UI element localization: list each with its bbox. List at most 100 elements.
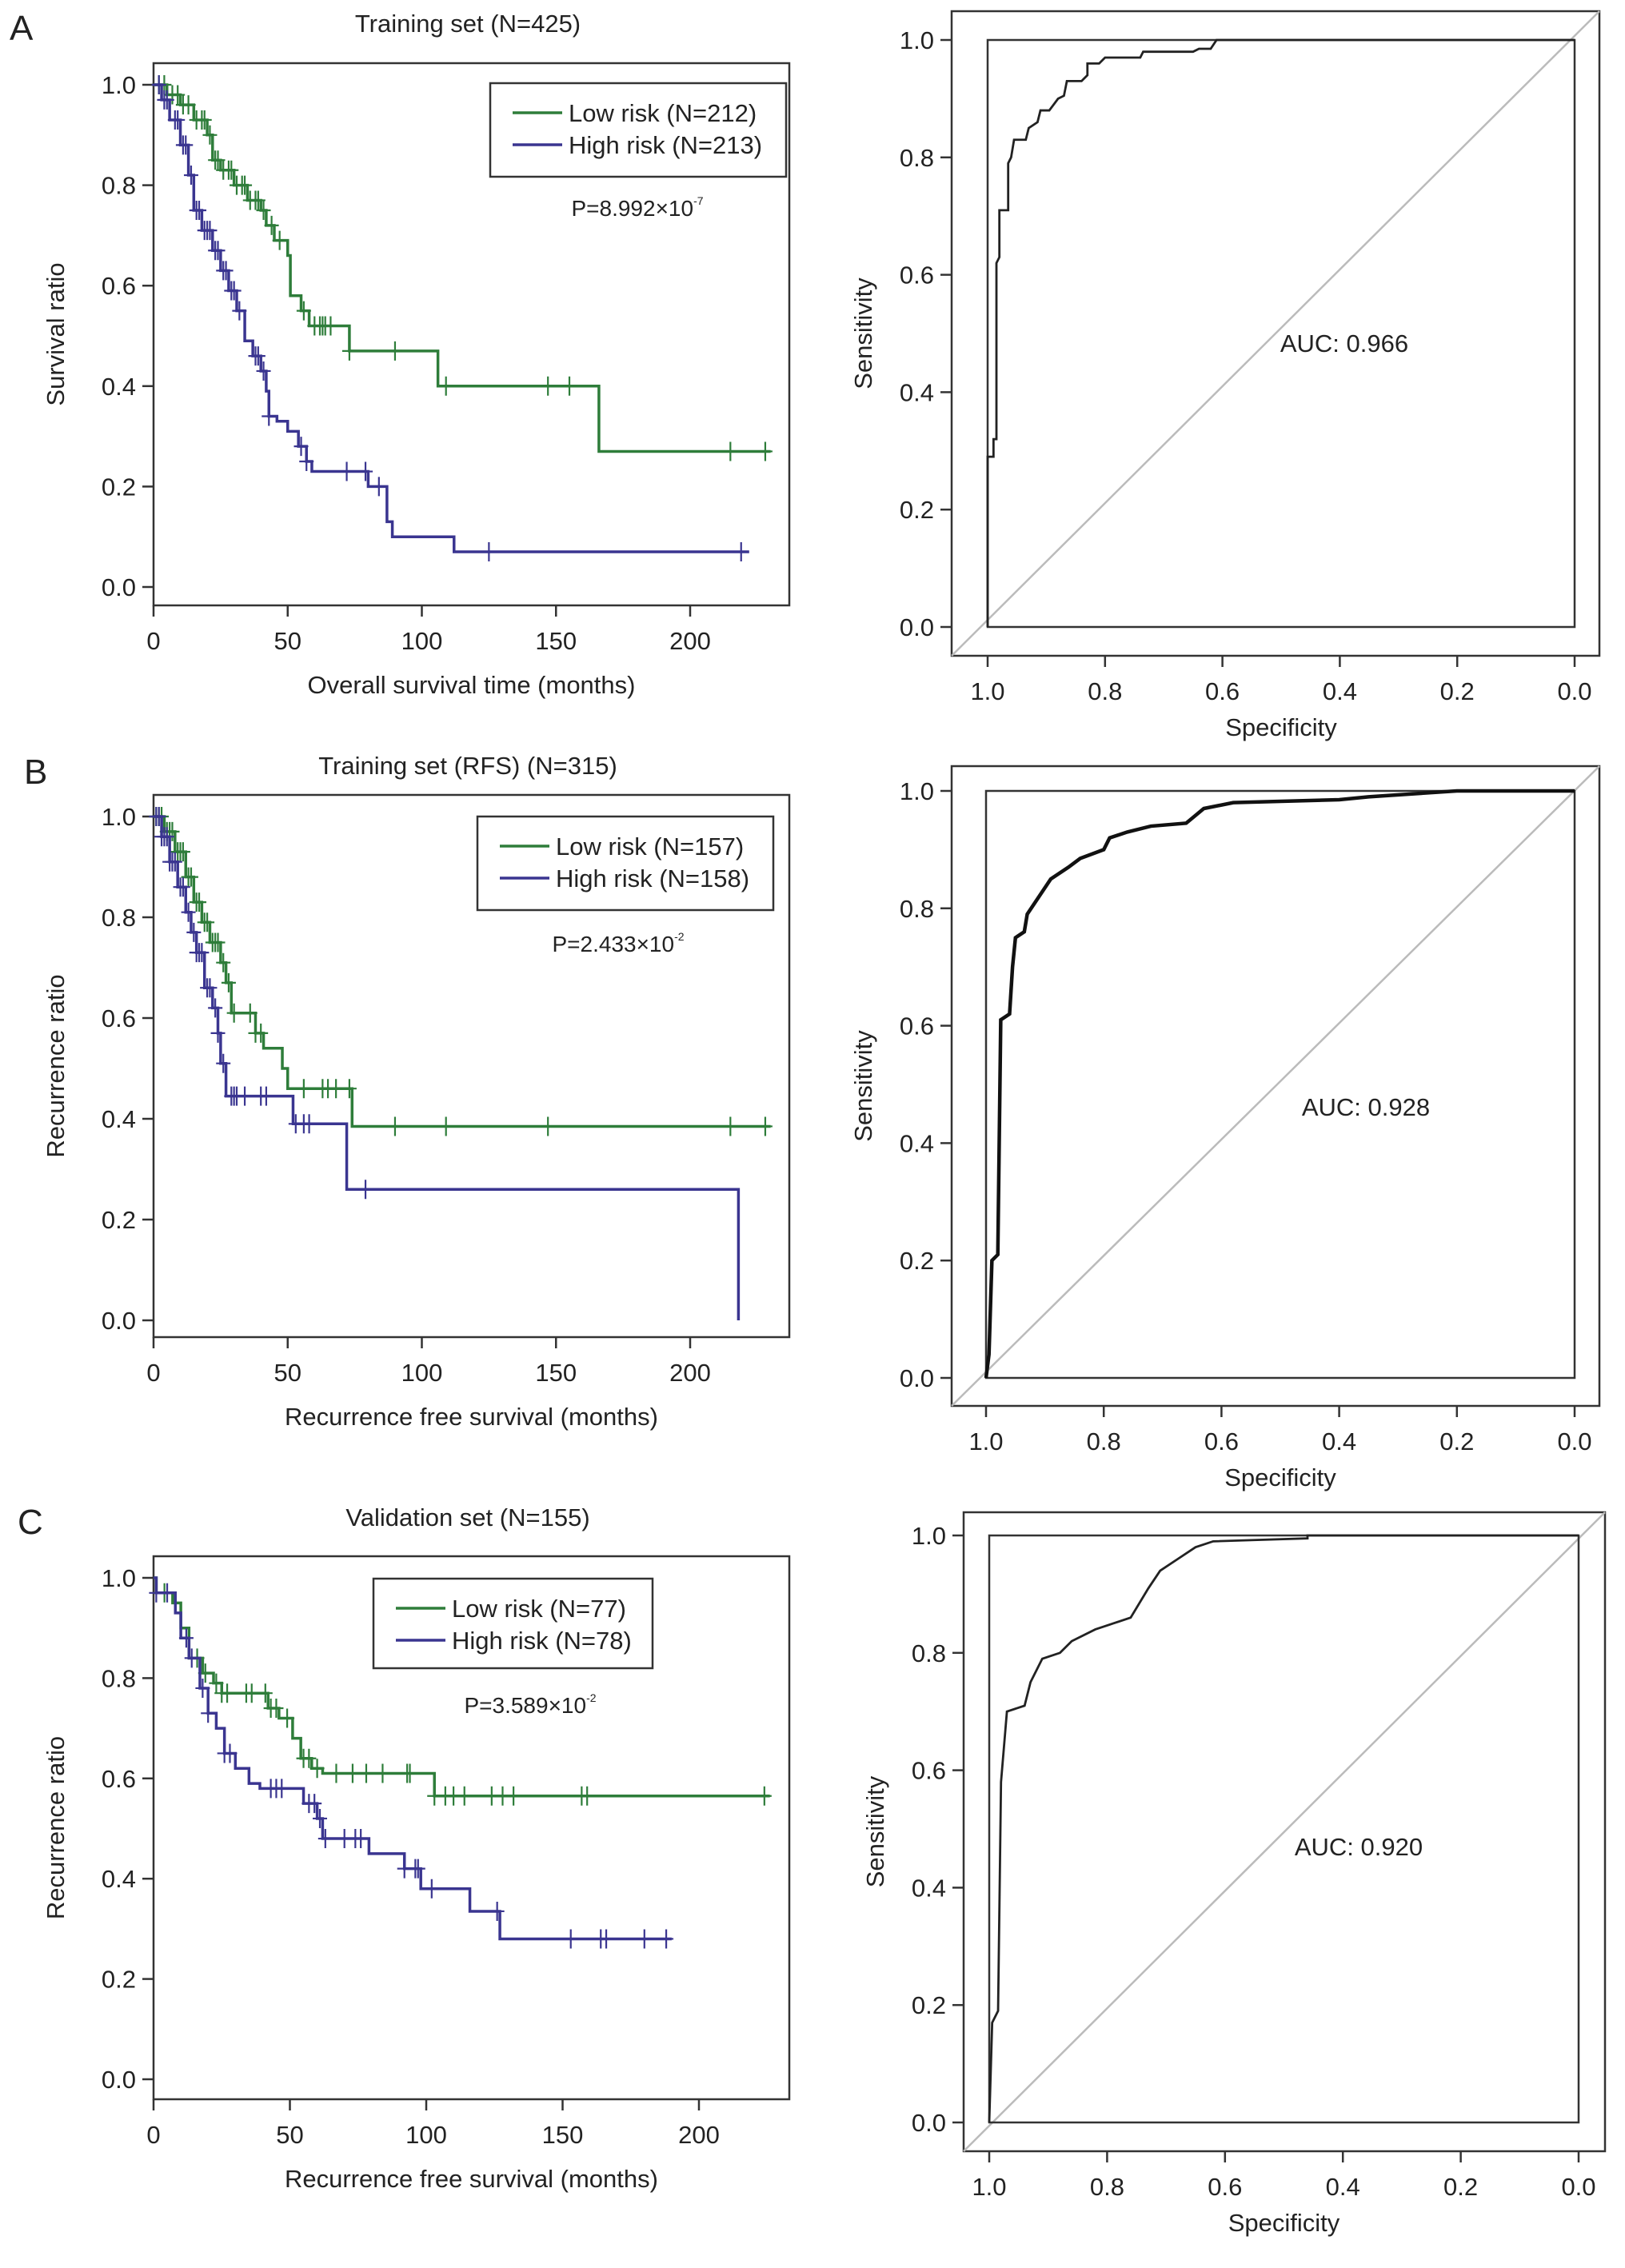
plot-frame bbox=[950, 765, 1601, 1408]
x-tick-label: 0.4 bbox=[1326, 2173, 1360, 2201]
censor-mark bbox=[220, 1683, 235, 1703]
y-tick-label: 0.0 bbox=[900, 613, 934, 641]
censor-mark bbox=[160, 1583, 175, 1603]
censor-mark bbox=[317, 1829, 333, 1849]
reference-diagonal bbox=[963, 1511, 1606, 2152]
censor-mark bbox=[358, 1180, 373, 1200]
censor-mark bbox=[723, 1116, 738, 1136]
x-tick-label: 150 bbox=[535, 1359, 577, 1387]
censor-mark bbox=[232, 301, 247, 321]
x-tick-label: 0.0 bbox=[1557, 1427, 1591, 1455]
y-tick-label: 0.0 bbox=[102, 2066, 136, 2094]
censor-mark bbox=[202, 125, 218, 145]
reference-diagonal bbox=[951, 765, 1600, 1407]
x-tick-label: 0.2 bbox=[1443, 2173, 1478, 2201]
y-tick-label: 0.6 bbox=[912, 1757, 946, 1785]
censor-mark bbox=[224, 160, 239, 180]
x-tick-label: 0.4 bbox=[1323, 677, 1357, 705]
legend-label: Low risk (N=77) bbox=[452, 1595, 626, 1623]
censor-mark bbox=[226, 1003, 242, 1023]
censor-mark bbox=[341, 1079, 357, 1099]
censor-mark bbox=[272, 230, 287, 250]
censor-mark bbox=[216, 1053, 231, 1073]
censor-mark bbox=[208, 998, 223, 1018]
censor-mark bbox=[387, 1116, 402, 1136]
x-tick-label: 200 bbox=[669, 627, 711, 655]
chart-title: Validation set (N=155) bbox=[345, 1503, 589, 1531]
roc-curve bbox=[986, 38, 1575, 627]
y-axis-label: Recurrence ratio bbox=[42, 974, 70, 1157]
series-low-risk bbox=[151, 75, 773, 461]
auc-label: AUC: 0.928 bbox=[1302, 1093, 1430, 1121]
legend-box bbox=[476, 815, 775, 912]
y-tick-label: 0.2 bbox=[900, 496, 934, 524]
x-tick-label: 0.2 bbox=[1440, 677, 1475, 705]
censor-mark bbox=[226, 281, 242, 301]
censor-mark bbox=[197, 110, 212, 130]
censor-mark bbox=[358, 461, 373, 481]
censor-mark bbox=[181, 902, 196, 922]
y-tick-label: 0.2 bbox=[102, 1206, 136, 1234]
censor-mark bbox=[723, 441, 738, 461]
censor-mark bbox=[151, 75, 166, 94]
x-tick-label: 50 bbox=[274, 627, 301, 655]
y-tick-label: 0.2 bbox=[102, 473, 136, 501]
chart-title: Training set (RFS) (N=315) bbox=[318, 752, 617, 780]
censor-mark bbox=[209, 1673, 224, 1693]
panel-label-a: A bbox=[10, 9, 34, 48]
x-tick-label: 0.0 bbox=[1561, 2173, 1595, 2201]
legend: Low risk (N=212) High risk (N=213) bbox=[489, 82, 788, 178]
censor-mark bbox=[345, 1763, 360, 1783]
plot-frame bbox=[152, 1555, 791, 2101]
y-tick-label: 0.6 bbox=[102, 1004, 136, 1032]
panel-label-c: C bbox=[18, 1503, 43, 1542]
x-tick-label: 0.8 bbox=[1088, 677, 1122, 705]
y-tick-label: 0.4 bbox=[900, 378, 934, 406]
plot-frame bbox=[962, 1511, 1607, 2153]
censor-mark bbox=[293, 437, 309, 457]
censor-mark bbox=[329, 1763, 344, 1783]
y-tick-label: 1.0 bbox=[912, 1522, 946, 1550]
series-high-risk bbox=[151, 75, 749, 562]
censor-mark bbox=[183, 867, 198, 887]
censor-mark bbox=[222, 1743, 238, 1763]
x-tick-label: 200 bbox=[678, 2121, 720, 2149]
censor-mark bbox=[242, 1003, 258, 1023]
censor-mark bbox=[424, 1879, 439, 1899]
censor-mark bbox=[210, 932, 226, 952]
censor-mark bbox=[637, 1929, 652, 1949]
x-tick-label: 50 bbox=[276, 2121, 303, 2149]
censor-mark bbox=[457, 1786, 472, 1806]
auc-label: AUC: 0.920 bbox=[1295, 1833, 1423, 1861]
censor-mark bbox=[733, 542, 749, 562]
y-tick-label: 0.8 bbox=[102, 172, 136, 200]
censor-mark bbox=[258, 1683, 273, 1703]
x-tick-label: 1.0 bbox=[968, 1427, 1003, 1455]
unit-square bbox=[988, 1534, 1580, 2124]
y-tick-label: 0.4 bbox=[102, 373, 136, 401]
censor-mark bbox=[541, 376, 556, 396]
censor-mark bbox=[438, 376, 453, 396]
censor-mark bbox=[438, 1116, 453, 1136]
censor-mark bbox=[218, 261, 234, 281]
auc-label: AUC: 0.966 bbox=[1280, 329, 1408, 357]
x-tick-label: 1.0 bbox=[970, 677, 1004, 705]
censor-mark bbox=[151, 807, 166, 826]
series-high-risk bbox=[149, 1576, 674, 1949]
y-tick-label: 1.0 bbox=[900, 26, 934, 54]
censor-mark bbox=[489, 1901, 505, 1921]
censor-mark bbox=[256, 201, 271, 220]
censor-mark bbox=[262, 406, 277, 426]
x-tick-label: 50 bbox=[274, 1359, 301, 1387]
censor-mark bbox=[184, 1648, 199, 1668]
censor-mark bbox=[210, 150, 226, 170]
x-tick-label: 0.2 bbox=[1439, 1427, 1474, 1455]
censor-mark bbox=[167, 852, 182, 872]
p-value-exponent: -2 bbox=[674, 930, 685, 943]
y-tick-label: 0.6 bbox=[900, 262, 934, 289]
x-tick-label: 0.6 bbox=[1205, 677, 1240, 705]
x-tick-label: 1.0 bbox=[972, 2173, 1006, 2201]
y-tick-label: 0.8 bbox=[102, 1664, 136, 1692]
unit-square bbox=[984, 789, 1576, 1380]
